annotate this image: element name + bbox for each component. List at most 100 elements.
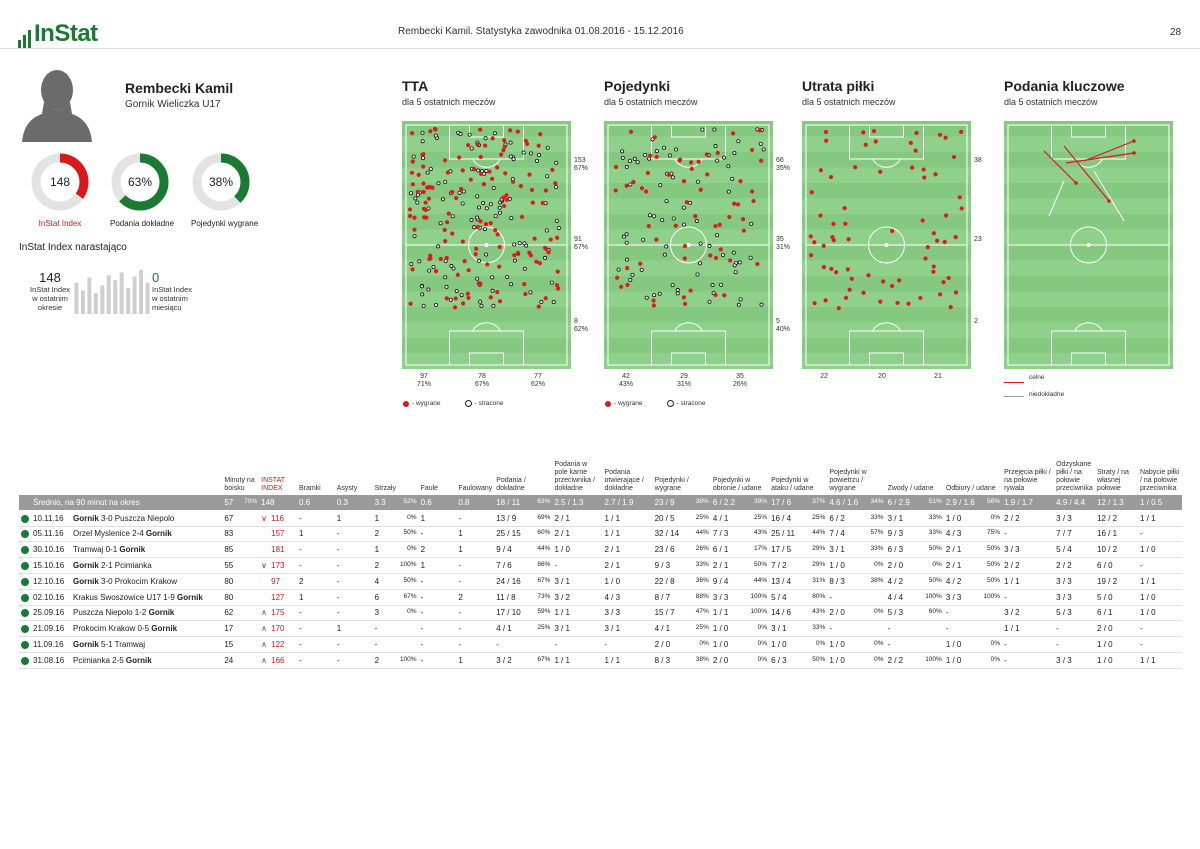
cell-value: 0.3 [336, 497, 348, 507]
cell-percent: 0% [757, 624, 768, 632]
stat-cell: - [372, 636, 419, 653]
table-row[interactable]: 10.11.16 Gornik 3-0 Puszcza Niepolo 67 ∨ 116… [19, 510, 1182, 527]
stat-cell: 1 / 0 0% [769, 636, 828, 653]
cell-value: 1 / 1 [1139, 576, 1156, 586]
stat-cell: 1 / 0 0% [943, 652, 1003, 669]
won-marker [861, 130, 866, 135]
cell-value: - [420, 608, 424, 618]
cell-percent: 0% [990, 513, 1001, 521]
match-text-pre: Tramwaj 0-1 [73, 545, 120, 555]
won-marker [454, 195, 459, 201]
match-date: 11.09.16 [33, 640, 64, 650]
instat-index-value: 173 [271, 561, 285, 571]
column-header: Faulowany [458, 485, 493, 492]
cell-value: 23 / 9 [654, 497, 675, 507]
table-row[interactable]: 25.09.16 Puszcza Niepolo 1-2 Gornik 62 ∧ 175… [19, 605, 1182, 622]
table-row[interactable]: 15.10.16 Gornik 2-1 Pcimianka 55 ∨ 173 - - 2 100… [19, 557, 1182, 574]
lost-marker [671, 216, 676, 221]
won-marker [495, 290, 500, 295]
stat-cell: ∧ 175 [259, 605, 297, 622]
won-marker [944, 213, 949, 218]
cell-value: 25 / 15 [496, 529, 521, 539]
won-marker [546, 250, 551, 255]
table-row[interactable]: 05.11.16 Orzel Myslenice 2-4 Gornik 83 157 1… [19, 526, 1182, 543]
column-header: Minuty na boisku [224, 477, 255, 492]
pitch-subtitle: dla 5 ostatnich meczów [1004, 97, 1098, 107]
stat-cell: 6 / 1 17% [710, 541, 770, 559]
legend-lost-label: - stracone [676, 400, 706, 407]
lost-marker [635, 160, 640, 165]
stat-cell: 22 / 8 36% [652, 573, 711, 590]
cell-value: 3 / 1 [771, 624, 787, 634]
stat-cell: 57 70% [222, 495, 260, 511]
table-row[interactable]: 11.09.16 Gornik 5-1 Tramwaj 15 ∧ 122 - - - - - - - -… [19, 636, 1182, 653]
won-marker [918, 295, 923, 301]
cell-value: 3 / 1 [604, 624, 621, 634]
lost-marker [643, 153, 648, 158]
cell-value: - [1004, 529, 1007, 539]
table-row[interactable]: 21.09.16 Prokocim Krakow 0-5 Gornik 17 ∧ 170… [19, 620, 1182, 638]
lost-marker [483, 136, 488, 141]
won-marker [442, 227, 447, 233]
lost-marker [664, 244, 669, 249]
stat-cell: - [1137, 636, 1182, 653]
won-marker [897, 278, 902, 283]
cell-value: 12 / 1.3 [1097, 497, 1124, 507]
table-row[interactable]: 30.10.16 Tramwaj 0-1 Gornik 85 181 - - 1 0% 2 1 9 … [19, 541, 1182, 559]
stat-cell: 97 [259, 573, 297, 590]
stat-cell: 1 / 0 0% [827, 557, 886, 574]
table-row[interactable]: 02.10.16 Krakus Swoszowice U17 1-9 Gornik… [19, 589, 1182, 606]
lost-marker [412, 234, 417, 239]
lost-marker [694, 219, 699, 224]
stat-cell: - [418, 620, 457, 638]
cell-percent: 80% [812, 592, 826, 600]
cell-value: 3 / 1 [554, 624, 571, 634]
cell-value: 4 / 4 [887, 592, 904, 602]
won-marker [914, 130, 919, 136]
instat-index-value: 166 [271, 655, 285, 665]
lost-marker [675, 287, 680, 292]
cell-value: 62 [224, 608, 234, 618]
lost-marker [682, 222, 687, 227]
won-marker [831, 221, 836, 226]
cell-percent: 44% [537, 545, 551, 553]
won-marker [654, 237, 659, 242]
cell-percent: 36% [695, 576, 709, 584]
cell-value: - [1004, 640, 1007, 650]
lost-marker [737, 260, 742, 265]
cell-value: 80 [224, 576, 234, 586]
lost-marker [491, 185, 496, 190]
stat-cell: 5 / 4 80% [769, 589, 828, 606]
won-marker [423, 200, 428, 205]
lost-marker [722, 155, 727, 160]
won-marker [421, 164, 426, 169]
stat-cell: 5 / 3 60% [885, 605, 944, 622]
stat-cell: 2 [456, 589, 495, 606]
won-marker [619, 284, 624, 289]
lost-marker [670, 283, 675, 288]
won-marker [624, 183, 629, 188]
cell-value: - [420, 640, 424, 650]
stat-cell: 4 50% [372, 573, 419, 590]
won-marker [809, 190, 814, 195]
index-left: 148 InStat Index w ostatnim okresie [20, 270, 80, 312]
pitch-side-pct: 62% [574, 326, 589, 333]
instat-index-value: 170 [271, 624, 285, 634]
won-marker [478, 154, 483, 160]
stat-cell: 3 / 1 [552, 620, 603, 638]
cell-value: 4.9 / 4.4 [1056, 497, 1086, 507]
won-marker [555, 269, 560, 274]
table-row[interactable]: 12.10.16 Gornik 3-0 Prokocim Krakow 80 97 2 -… [19, 573, 1182, 590]
cell-value: - [336, 608, 340, 618]
lost-marker [509, 282, 514, 287]
cell-value: 55 [224, 561, 234, 571]
match-team-bold: Gornik [148, 608, 175, 618]
cell-value: 7 / 4 [829, 529, 845, 539]
stat-cell: 15 [222, 636, 260, 653]
trend-down-icon: ∨ [261, 513, 267, 523]
pitch-side-count: 35 [776, 236, 784, 243]
key-pass-arrow-head [1107, 199, 1111, 203]
table-row[interactable]: 31.08.16 Pcimianka 2-5 Gornik 24 ∧ 166 - - 2 100… [19, 652, 1182, 669]
cell-value: 1 / 0 [1097, 640, 1113, 650]
won-marker [953, 235, 958, 240]
